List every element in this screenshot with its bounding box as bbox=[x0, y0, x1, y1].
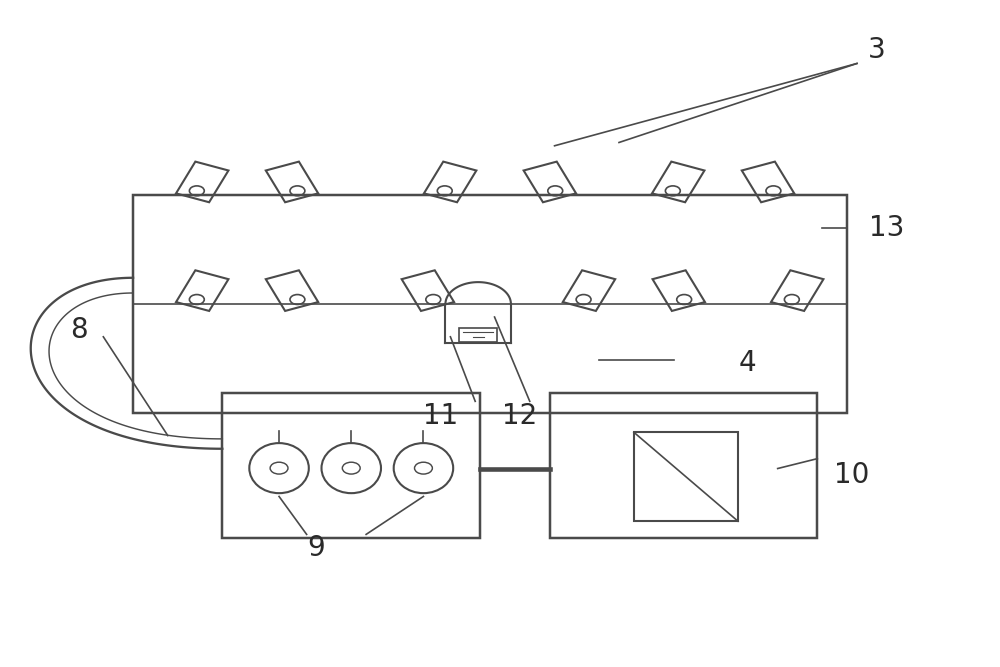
Bar bbox=[459, 327, 497, 342]
Text: 8: 8 bbox=[70, 316, 87, 344]
Text: 10: 10 bbox=[834, 461, 870, 489]
Text: 9: 9 bbox=[308, 534, 325, 562]
Bar bbox=[634, 432, 738, 521]
Bar bbox=[133, 195, 847, 413]
Bar bbox=[550, 393, 817, 538]
Text: 13: 13 bbox=[869, 214, 904, 242]
Text: 12: 12 bbox=[502, 402, 537, 430]
Text: 11: 11 bbox=[423, 402, 458, 430]
Text: 4: 4 bbox=[739, 349, 757, 377]
Text: 3: 3 bbox=[868, 36, 886, 64]
Bar bbox=[222, 393, 480, 538]
